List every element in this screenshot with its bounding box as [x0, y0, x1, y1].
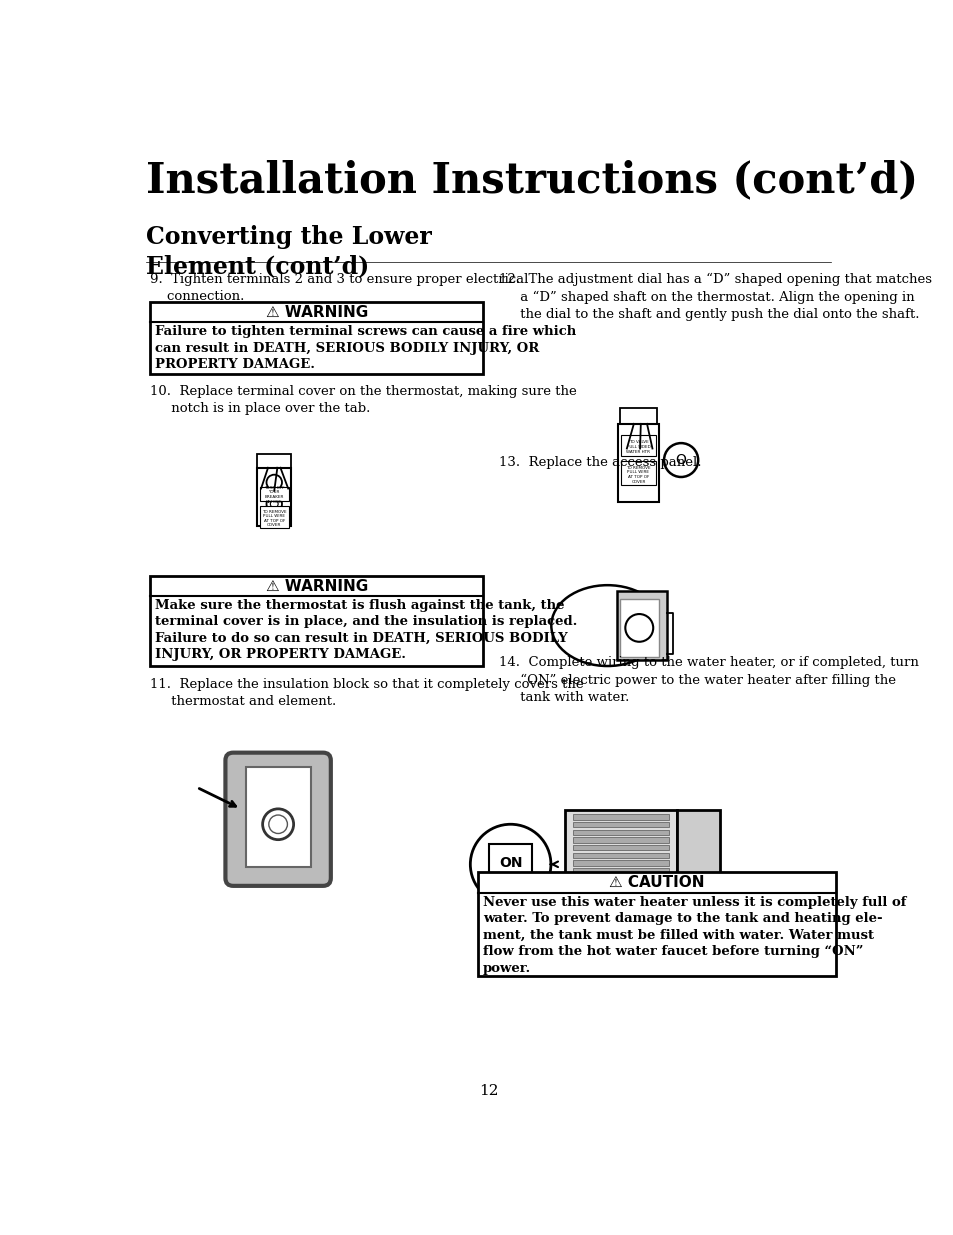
- Bar: [617, 592, 666, 661]
- Circle shape: [470, 824, 550, 904]
- Bar: [677, 810, 720, 926]
- Bar: [477, 872, 835, 976]
- Bar: [572, 861, 669, 866]
- Bar: [245, 767, 311, 867]
- Bar: [572, 892, 669, 897]
- Circle shape: [269, 815, 287, 834]
- Bar: [572, 852, 669, 858]
- Bar: [619, 409, 657, 424]
- Circle shape: [663, 443, 698, 477]
- Text: Never use this water heater unless it is completely full of
water. To prevent da: Never use this water heater unless it is…: [482, 895, 905, 974]
- Text: 12.  The adjustment dial has a “D” shaped opening that matches
     a “D” shaped: 12. The adjustment dial has a “D” shaped…: [498, 273, 931, 321]
- Bar: [572, 899, 669, 904]
- Bar: [259, 506, 289, 527]
- Text: ⚠ WARNING: ⚠ WARNING: [266, 305, 368, 320]
- Text: ON: ON: [498, 856, 522, 869]
- Text: 11.  Replace the insulation block so that it completely covers the
     thermost: 11. Replace the insulation block so that…: [150, 678, 583, 708]
- Bar: [572, 830, 669, 835]
- Bar: [564, 810, 677, 926]
- FancyBboxPatch shape: [225, 752, 331, 885]
- Bar: [572, 823, 669, 827]
- Circle shape: [270, 500, 278, 508]
- Bar: [572, 883, 669, 889]
- Bar: [572, 814, 669, 820]
- Circle shape: [624, 614, 653, 642]
- Text: TURN OFF
YOUR
BREAKER
BEFORE: TURN OFF YOUR BREAKER BEFORE: [264, 485, 284, 504]
- Bar: [572, 906, 669, 911]
- Bar: [572, 845, 669, 851]
- Bar: [257, 454, 291, 468]
- Bar: [620, 461, 655, 485]
- Bar: [617, 424, 659, 503]
- Bar: [572, 837, 669, 842]
- Text: 13.  Replace the access panel.: 13. Replace the access panel.: [498, 456, 700, 469]
- Circle shape: [266, 474, 282, 490]
- Text: TO VALVE
FULL SIDED
WATER HTR: TO VALVE FULL SIDED WATER HTR: [626, 441, 650, 453]
- Text: O: O: [675, 453, 686, 467]
- Text: Installation Instructions (cont’d): Installation Instructions (cont’d): [146, 159, 918, 201]
- Text: ⚠ CAUTION: ⚠ CAUTION: [609, 876, 704, 890]
- Text: Make sure the thermostat is flush against the tank, the
terminal cover is in pla: Make sure the thermostat is flush agains…: [154, 599, 577, 661]
- Bar: [620, 435, 655, 456]
- Bar: [572, 876, 669, 882]
- Bar: [257, 468, 291, 526]
- Text: 10.  Replace terminal cover on the thermostat, making sure the
     notch is in : 10. Replace terminal cover on the thermo…: [150, 385, 577, 415]
- Text: TO REMOVE
PULL WIRE
AT TOP OF
COVER: TO REMOVE PULL WIRE AT TOP OF COVER: [625, 466, 650, 484]
- Bar: [572, 868, 669, 873]
- Text: 9.  Tighten terminals 2 and 3 to ensure proper electrical
    connection.: 9. Tighten terminals 2 and 3 to ensure p…: [150, 273, 528, 303]
- Text: Converting the Lower
Element (cont’d): Converting the Lower Element (cont’d): [146, 225, 432, 278]
- Circle shape: [266, 496, 282, 511]
- Bar: [150, 576, 483, 667]
- Bar: [488, 845, 532, 882]
- Bar: [619, 599, 658, 657]
- Text: Failure to tighten terminal screws can cause a fire which
can result in DEATH, S: Failure to tighten terminal screws can c…: [154, 325, 576, 372]
- Text: ⚠ WARNING: ⚠ WARNING: [266, 579, 368, 594]
- Bar: [259, 487, 289, 501]
- Text: TO REMOVE
PULL WIRE
AT TOP OF
COVER: TO REMOVE PULL WIRE AT TOP OF COVER: [262, 510, 286, 527]
- Circle shape: [262, 809, 294, 840]
- Bar: [150, 303, 483, 374]
- Text: 14.  Complete wiring to the water heater, or if completed, turn
     “ON” electr: 14. Complete wiring to the water heater,…: [498, 656, 918, 704]
- Text: 12: 12: [478, 1084, 498, 1098]
